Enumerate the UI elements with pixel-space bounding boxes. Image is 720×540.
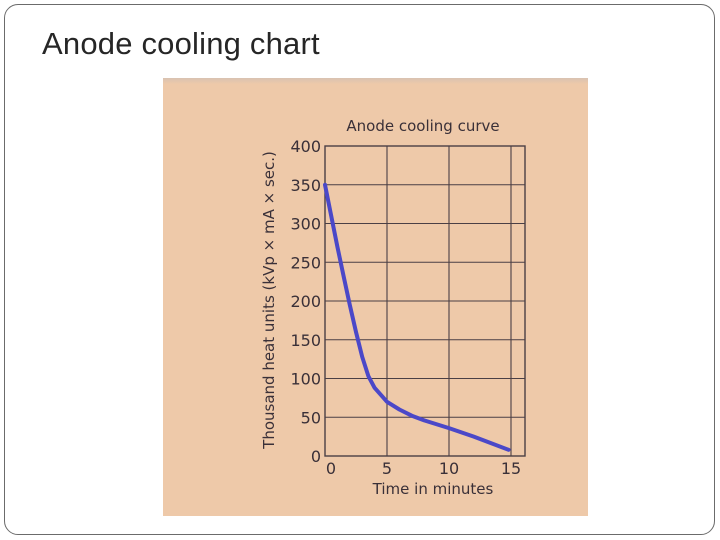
x-tick-label: 15 [501, 459, 521, 478]
y-tick-label: 150 [290, 331, 321, 350]
cooling-curve-line [323, 182, 511, 452]
chart-grid [324, 145, 526, 457]
x-tick-label: 10 [439, 459, 459, 478]
y-tick-label: 400 [290, 137, 321, 156]
y-axis-label: Thousand heat units (kVp × mA × sec.) [260, 151, 278, 450]
chart-photo [163, 78, 588, 516]
x-tick-label: 0 [326, 459, 336, 478]
y-tick-label: 100 [290, 370, 321, 389]
x-tick-label: 5 [382, 459, 392, 478]
y-tick-label: 0 [311, 447, 321, 466]
photo-top-edge [163, 78, 588, 84]
y-tick-label: 300 [290, 215, 321, 234]
slide-title: Anode cooling chart [42, 26, 320, 61]
x-axis-label: Time in minutes [372, 480, 494, 498]
y-tick-label: 50 [301, 408, 321, 427]
x-tick-labels: 0 5 10 15 [326, 459, 521, 478]
y-tick-label: 350 [290, 176, 321, 195]
chart-title: Anode cooling curve [346, 117, 499, 135]
y-tick-label: 250 [290, 253, 321, 272]
y-tick-labels: 0 50 100 150 200 250 300 350 400 [290, 137, 321, 466]
y-tick-label: 200 [290, 292, 321, 311]
